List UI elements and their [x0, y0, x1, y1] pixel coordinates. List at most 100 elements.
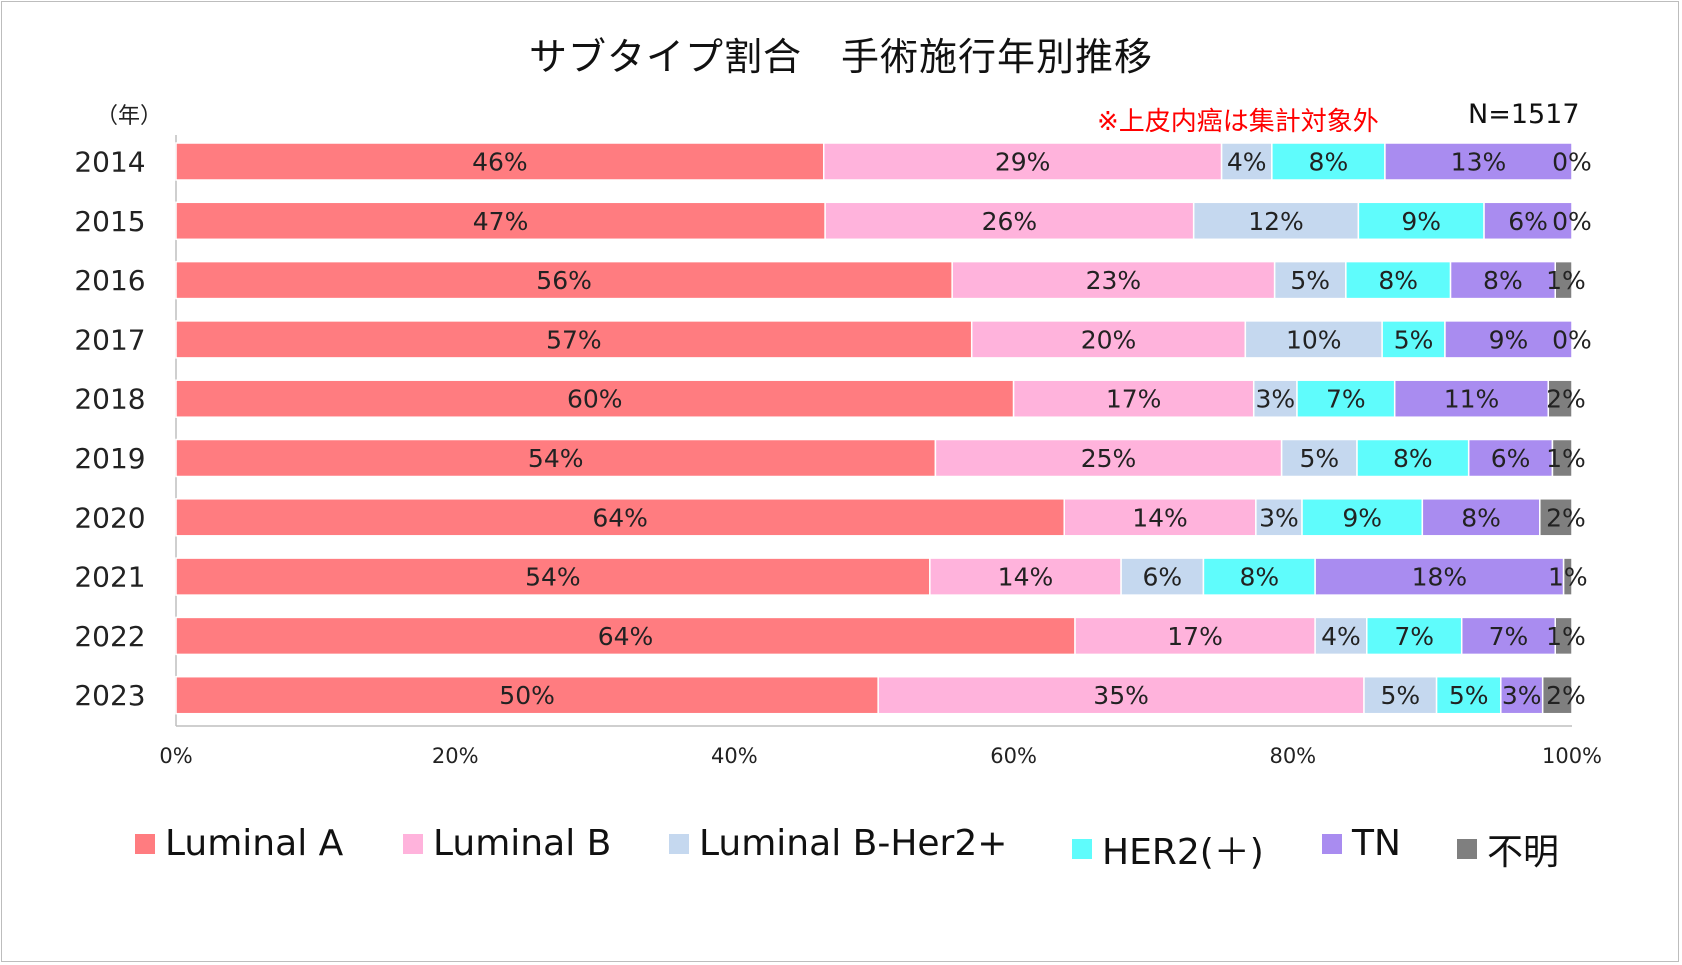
data-label-2020-1: 14%	[1132, 503, 1188, 532]
bar-segment-2015-4	[1483, 201, 1573, 241]
bar-segment-2016-5	[1554, 260, 1573, 300]
legend-item-0: Luminal A	[135, 823, 343, 864]
bar-segment-2020-2	[1255, 498, 1303, 537]
data-label-2016-2: 5%	[1290, 266, 1330, 295]
bar-segment-2022-5	[1554, 616, 1573, 656]
data-label-2014-2: 4%	[1227, 148, 1267, 177]
legend-swatch-5	[1457, 839, 1477, 859]
bar-segment-2020-3	[1301, 498, 1424, 537]
data-label-2014-5: 0%	[1552, 148, 1592, 177]
bar-segment-2014-4	[1384, 142, 1573, 181]
data-label-2017-0: 57%	[546, 325, 602, 354]
legend-label-4: TN	[1352, 823, 1401, 864]
data-label-2020-2: 3%	[1259, 503, 1299, 532]
data-label-2020-4: 8%	[1461, 503, 1501, 532]
legend-swatch-3	[1072, 839, 1092, 859]
year-unit-label: （年）	[96, 104, 163, 129]
legend-label-1: Luminal B	[433, 823, 612, 864]
bar-segment-2019-5	[1551, 438, 1573, 478]
data-label-2015-5: 0%	[1552, 207, 1592, 236]
bar-segment-2016-1	[951, 260, 1276, 300]
legend-swatch-4	[1322, 833, 1342, 854]
bar-segment-2021-1	[929, 557, 1122, 596]
bar-segment-2020-5	[1539, 498, 1573, 537]
data-label-2014-4: 13%	[1451, 148, 1507, 177]
bar-segment-2018-5	[1547, 379, 1573, 418]
data-label-2019-4: 6%	[1491, 444, 1531, 473]
data-label-2019-0: 54%	[528, 444, 584, 473]
bar-segment-2018-2	[1252, 379, 1298, 418]
y-tick-label-2014: 2014	[74, 146, 145, 179]
data-label-2023-0: 50%	[499, 681, 555, 710]
bar-segment-2022-4	[1460, 616, 1556, 656]
data-label-2019-3: 8%	[1393, 444, 1433, 473]
bar-segment-2016-3	[1345, 260, 1452, 300]
x-tick-label-4: 80%	[1269, 744, 1316, 768]
bar-segment-2022-0	[175, 616, 1076, 656]
bar-segment-2018-1	[1012, 379, 1255, 418]
exclusion-note: ※上皮内癌は集計対象外	[1097, 107, 1379, 137]
x-tick-label-1: 20%	[432, 744, 479, 768]
y-tick-label-2020: 2020	[74, 501, 145, 534]
data-label-2017-1: 20%	[1081, 325, 1137, 354]
data-label-2018-0: 60%	[567, 385, 623, 414]
bar-segment-2018-3	[1296, 379, 1396, 418]
bar-segment-2022-3	[1366, 616, 1463, 656]
bar-segment-2020-4	[1421, 498, 1541, 537]
bar-segment-2021-0	[175, 557, 931, 596]
bar-segment-2019-2	[1280, 438, 1358, 478]
legend-label-3: HER2(＋)	[1102, 832, 1264, 873]
data-label-2017-2: 10%	[1286, 325, 1342, 354]
bar-segment-2018-0	[175, 379, 1015, 418]
data-label-2021-5: 1%	[1548, 563, 1588, 592]
data-label-2018-4: 11%	[1444, 385, 1500, 414]
y-tick-label-2022: 2022	[74, 620, 145, 653]
chart-title: サブタイプ割合 手術施行年別推移	[528, 35, 1153, 79]
legend-swatch-1	[403, 833, 423, 854]
data-label-2022-3: 7%	[1394, 622, 1434, 651]
legend-item-4: TN	[1322, 823, 1401, 864]
bar-segment-2015-0	[175, 201, 826, 241]
bar-segment-2023-1	[877, 675, 1365, 715]
legend-item-2: Luminal B-Her2+	[669, 823, 1007, 864]
data-label-2015-3: 9%	[1401, 207, 1441, 236]
y-tick-label-2019: 2019	[74, 442, 145, 475]
data-label-2021-4: 18%	[1412, 563, 1468, 592]
bar-segment-2021-3	[1202, 557, 1316, 596]
bar-segment-2022-1	[1074, 616, 1316, 656]
bar-segment-2014-1	[822, 142, 1223, 181]
bar-segment-2016-4	[1449, 260, 1556, 300]
x-tick-label-5: 100%	[1542, 744, 1602, 768]
data-label-2019-5: 1%	[1546, 444, 1586, 473]
data-label-2021-2: 6%	[1142, 563, 1182, 592]
bar-segment-2017-0	[175, 320, 973, 359]
data-label-2018-3: 7%	[1326, 385, 1366, 414]
legend-item-1: Luminal B	[403, 823, 611, 864]
bar-segment-2016-2	[1273, 260, 1347, 300]
bar-segment-2017-4	[1444, 320, 1573, 359]
sample-size-label: N=1517	[1468, 99, 1580, 130]
data-label-2016-4: 8%	[1483, 266, 1523, 295]
bar-segment-2018-4	[1393, 379, 1550, 418]
data-label-2023-2: 5%	[1380, 681, 1420, 710]
data-label-2014-0: 46%	[472, 148, 528, 177]
data-label-2015-4: 6%	[1508, 207, 1548, 236]
bar-segment-2023-0	[175, 675, 879, 715]
data-label-2018-5: 2%	[1546, 385, 1586, 414]
data-label-2022-0: 64%	[598, 622, 654, 651]
legend-label-0: Luminal A	[165, 823, 344, 864]
bar-segment-2023-5	[1541, 675, 1573, 715]
bar-segment-2021-4	[1314, 557, 1565, 596]
bar-segment-2016-0	[175, 260, 953, 300]
data-label-2021-0: 54%	[525, 563, 581, 592]
bar-segment-2023-2	[1363, 675, 1438, 715]
data-label-2016-0: 56%	[536, 266, 592, 295]
data-label-2015-1: 26%	[982, 207, 1038, 236]
x-tick-label-2: 40%	[711, 744, 758, 768]
data-label-2015-2: 12%	[1248, 207, 1304, 236]
legend-label-2: Luminal B-Her2+	[699, 823, 1008, 864]
bar-segment-2015-3	[1357, 201, 1485, 241]
bar-segment-2015-1	[824, 201, 1195, 241]
data-label-2019-2: 5%	[1299, 444, 1339, 473]
data-label-2023-3: 5%	[1449, 681, 1489, 710]
